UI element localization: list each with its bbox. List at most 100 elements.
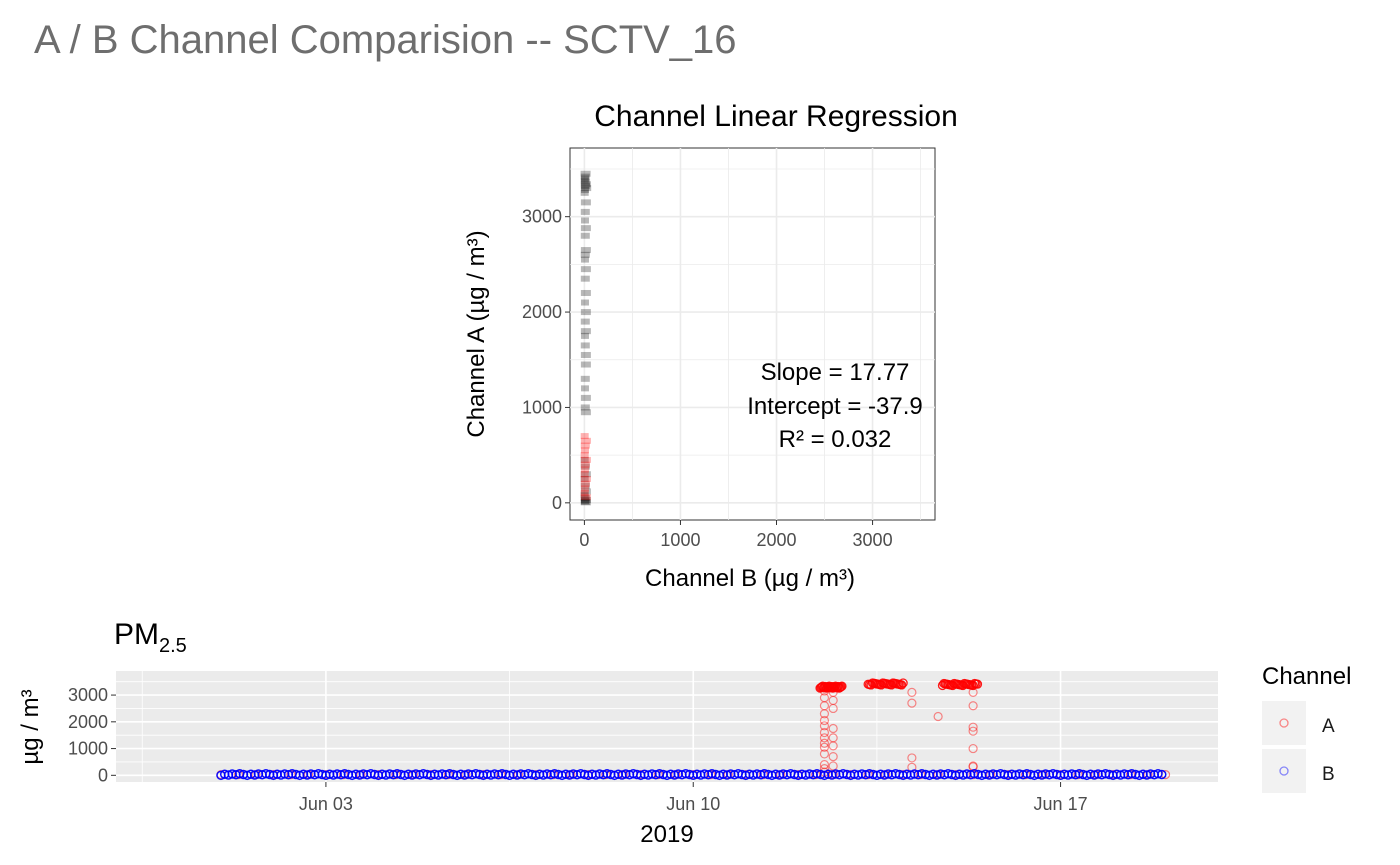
regression-x-tick-label: 1000 [660, 530, 700, 550]
regression-point [580, 461, 590, 468]
regression-point [580, 475, 589, 482]
intercept-annotation: Intercept = -37.9 [747, 393, 922, 420]
regression-point [580, 433, 589, 440]
channel-a-point [819, 701, 830, 711]
regression-point [580, 495, 590, 502]
regression-point [580, 497, 589, 504]
regression-point [580, 247, 591, 254]
legend-key-a [1262, 701, 1306, 745]
regression-y-tick-label: 3000 [522, 207, 562, 227]
pm25-y-tick-label: 0 [98, 765, 108, 785]
channel-a-point [968, 743, 978, 754]
regression-point [580, 375, 590, 382]
regression-point [580, 186, 589, 193]
channel-a-point [837, 681, 847, 691]
regression-point [580, 181, 591, 188]
channel-b-point [1153, 768, 1163, 779]
regression-point [580, 361, 591, 368]
regression-point [580, 492, 589, 499]
regression-point [580, 437, 591, 444]
channel-a-point [819, 715, 830, 726]
regression-point [580, 496, 591, 503]
pm25-points [216, 678, 1171, 781]
regression-point [580, 175, 589, 182]
regression-point [580, 177, 589, 184]
channel-a-point [819, 721, 830, 731]
r-squared-annotation: R² = 0.032 [779, 426, 892, 453]
pm25-y-axis: 0 1000 2000 3000 [68, 685, 116, 785]
channel-a-point [819, 738, 830, 748]
pm25-x-tick-label: Jun 17 [1034, 794, 1088, 814]
regression-point [580, 225, 591, 232]
regression-point [580, 498, 590, 505]
regression-point [580, 409, 591, 416]
pm25-y-label: µg / m³ [17, 689, 44, 764]
regression-point [580, 466, 589, 473]
channel-a-point [819, 709, 830, 719]
regression-point [580, 475, 591, 482]
pm25-title-main: PM [114, 618, 159, 651]
channel-a-point [968, 701, 978, 711]
regression-point [580, 342, 590, 349]
channel-a-point [968, 687, 978, 697]
channel-a-point [828, 703, 838, 714]
regression-point [580, 328, 591, 335]
channel-a-point [819, 749, 830, 759]
channel-a-point [933, 711, 943, 722]
legend-label-b: B [1322, 764, 1335, 785]
regression-point [580, 173, 590, 180]
slope-annotation: Slope = 17.77 [761, 359, 910, 386]
pm25-panel [116, 671, 1218, 782]
channel-a-point [828, 695, 838, 706]
regression-point [580, 482, 590, 489]
legend-key-b [1262, 749, 1306, 793]
channel-a-point [828, 751, 838, 762]
legend-swatch-b [1279, 766, 1289, 776]
channel-a-point [819, 686, 830, 696]
pm25-x-axis: Jun 03 Jun 10 Jun 17 [299, 782, 1088, 814]
legend-title: Channel [1262, 663, 1351, 690]
channel-a-point [898, 678, 908, 688]
regression-point [580, 456, 589, 463]
regression-title: Channel Linear Regression [594, 100, 958, 133]
regression-point [580, 199, 591, 206]
regression-point [580, 318, 590, 325]
regression-y-axis: 0 1000 2000 3000 [522, 207, 570, 513]
channel-a-point [819, 760, 830, 770]
regression-point [580, 208, 590, 215]
regression-point [580, 183, 590, 190]
regression-point [580, 488, 591, 495]
regression-point [581, 179, 591, 186]
regression-point [580, 499, 591, 506]
regression-annotation: Slope = 17.77 Intercept = -37.9 R² = 0.0… [747, 359, 922, 453]
channel-a-point [972, 679, 983, 689]
pm25-timeseries-chart: PM2.5 Jun 03 Jun 10 Jun 17 0 1000 2000 3000 2… [17, 618, 1218, 848]
channel-a-point [907, 698, 917, 708]
regression-x-label: Channel B (µg / m³) [645, 565, 855, 592]
regression-x-tick-label: 3000 [853, 530, 893, 550]
regression-y-tick-label: 2000 [522, 302, 562, 322]
regression-point [580, 494, 591, 501]
regression-point [580, 452, 589, 459]
regression-point [580, 485, 589, 492]
regression-y-label: Channel A (µg / m³) [463, 230, 490, 437]
channel-a-point [819, 727, 830, 738]
regression-chart: 0 1000 2000 3000 0 1000 2000 3000 Channel Line… [463, 100, 958, 592]
regression-point [580, 217, 589, 224]
pm25-x-tick-label: Jun 10 [666, 794, 720, 814]
regression-point [580, 189, 589, 196]
regression-point [580, 351, 591, 358]
regression-y-tick-label: 1000 [522, 397, 562, 417]
pm25-title-subscript: 2.5 [159, 635, 187, 657]
regression-point [580, 289, 591, 296]
page-title: A / B Channel Comparision -- SCTV_16 [34, 18, 737, 62]
pm25-title: PM2.5 [114, 618, 187, 657]
channel-a-point [968, 722, 978, 732]
regression-point [580, 442, 590, 449]
channel-a-point [828, 687, 838, 697]
channel-a-point [828, 733, 838, 743]
regression-point [580, 232, 590, 239]
regression-point [580, 385, 589, 392]
regression-point [581, 185, 592, 192]
